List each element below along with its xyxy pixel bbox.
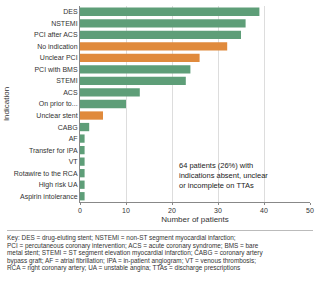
svg-text:50: 50	[306, 207, 314, 214]
svg-text:Rotawire to the RCA: Rotawire to the RCA	[14, 170, 78, 177]
svg-text:Indication: Indication	[2, 87, 11, 121]
svg-text:10: 10	[122, 207, 130, 214]
svg-text:STEMI: STEMI	[56, 77, 77, 84]
svg-text:64 patients (26%) withindicati: 64 patients (26%) withindications absent…	[179, 161, 268, 190]
svg-text:AF: AF	[69, 135, 78, 142]
svg-text:40: 40	[260, 207, 268, 214]
svg-text:Transfer for IPA: Transfer for IPA	[29, 147, 78, 154]
svg-text:PCI after ACS: PCI after ACS	[34, 31, 78, 38]
html-text:metal stent; STEMI = ST segmen: metal stent; STEMI = ST segment elevatio…	[7, 249, 263, 257]
html-text:RCA = right coronary artery; U: RCA = right coronary artery; UA = unstab…	[7, 264, 241, 272]
svg-text:NSTEMI: NSTEMI	[51, 20, 78, 27]
svg-text:CABG: CABG	[58, 124, 78, 131]
svg-text:30: 30	[214, 207, 222, 214]
html-text:PCI = percutaneous coronary in: PCI = percutaneous coronary intervention…	[7, 241, 259, 249]
svg-text:DES: DES	[63, 8, 78, 15]
svg-text:Aspirin intolerance: Aspirin intolerance	[20, 193, 78, 201]
html-text:bypass graft; AF = atrial fibr: bypass graft; AF = atrial fibrillation; …	[7, 256, 256, 264]
svg-text:Unclear stent: Unclear stent	[36, 112, 77, 119]
svg-text:20: 20	[168, 207, 176, 214]
html-text:Key: DES = drug-eluting stent;: Key: DES = drug-eluting stent; NSTEMI = …	[7, 234, 236, 241]
svg-text:Unclear PCI: Unclear PCI	[40, 54, 78, 61]
svg-text:VT: VT	[69, 158, 79, 165]
svg-text:PCI with BMS: PCI with BMS	[34, 66, 78, 73]
svg-text:ACS: ACS	[63, 89, 78, 96]
svg-text:On prior to...: On prior to...	[39, 100, 78, 108]
svg-text:Number of patients: Number of patients	[161, 215, 229, 224]
svg-text:High risk UA: High risk UA	[39, 181, 78, 189]
svg-text:0: 0	[78, 207, 82, 214]
svg-text:No indication: No indication	[37, 43, 78, 50]
